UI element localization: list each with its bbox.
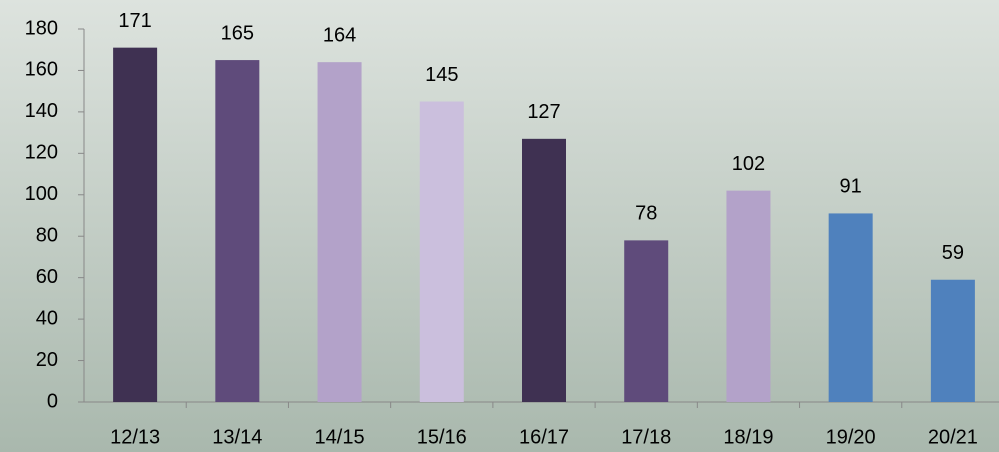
x-tick-label: 16/17 [519,426,569,448]
y-tick-label: 60 [36,266,58,288]
y-tick-label: 20 [36,349,58,371]
bar [828,213,873,402]
bar [726,190,771,402]
x-tick-label: 12/13 [110,426,160,448]
bar [930,279,975,402]
x-tick-label: 18/19 [723,426,773,448]
bar [624,240,669,402]
y-tick-label: 80 [36,225,58,247]
value-label: 59 [942,242,964,264]
bar [522,138,566,403]
y-tick-label: 40 [36,307,58,329]
value-label: 164 [323,24,356,46]
x-tick-label: 14/15 [315,426,365,448]
y-tick-label: 140 [25,100,58,122]
value-label: 145 [425,64,458,86]
x-tick-label: 17/18 [621,426,671,448]
bar [317,62,362,403]
x-tick-label: 20/21 [928,426,978,448]
y-tick-label: 180 [25,17,58,39]
value-label: 127 [527,101,560,123]
x-tick-label: 19/20 [826,426,876,448]
value-label: 171 [118,10,151,32]
x-tick-label: 13/14 [212,426,262,448]
bar [419,101,464,403]
value-label: 91 [840,176,862,198]
bar [113,47,158,403]
y-tick-label: 100 [25,183,58,205]
value-label: 165 [221,22,254,44]
y-tick-label: 0 [47,390,58,412]
value-label: 78 [635,203,657,225]
value-label: 102 [732,153,765,175]
bar [215,60,260,402]
y-tick-label: 120 [25,142,58,164]
x-tick-label: 15/16 [417,426,467,448]
y-tick-label: 160 [25,59,58,81]
